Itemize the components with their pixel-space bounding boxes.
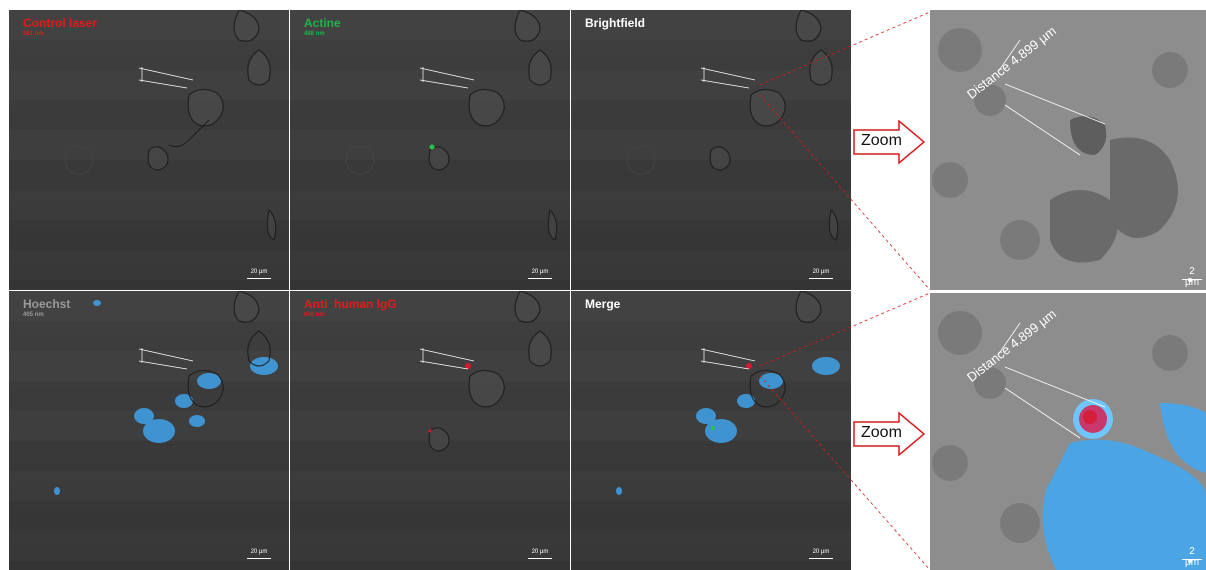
scalebar-label: 2 µm bbox=[1184, 546, 1200, 568]
zoomed-cell-image bbox=[930, 293, 1206, 570]
zoom-label: Zoom bbox=[861, 424, 902, 441]
scalebar: 2 µm bbox=[1182, 266, 1202, 288]
scalebar-label: 20 µm bbox=[531, 269, 549, 275]
panel-anti-human-igg: Anti human IgG 640 nm 20 µm bbox=[290, 291, 570, 570]
scalebar: 20 µm bbox=[528, 549, 552, 559]
cell-cluster-image bbox=[64, 10, 277, 241]
channel-title: Merge bbox=[585, 297, 621, 311]
zoom-label: Zoom bbox=[861, 132, 902, 149]
channel-wavelength: 640 nm bbox=[304, 312, 325, 318]
channel-title: Brightfield bbox=[585, 16, 645, 30]
panel-control-laser: Control laser 561 nm 20 µm bbox=[9, 10, 289, 290]
scalebar: 20 µm bbox=[528, 269, 552, 279]
scalebar: 20 µm bbox=[247, 549, 271, 559]
scalebar-label: 20 µm bbox=[812, 269, 830, 275]
scalebar-label: 2 µm bbox=[1184, 266, 1200, 288]
channel-title: Anti human IgG bbox=[304, 297, 397, 311]
scalebar: 2 µm bbox=[1182, 546, 1202, 568]
panel-hoechst: Hoechst 405 nm 20 µm bbox=[9, 291, 289, 570]
zoom-panel-merge: Distance 4.899 µm 2 µm bbox=[930, 293, 1206, 570]
zoom-arrow-bottom: Zoom bbox=[853, 411, 926, 457]
scalebar-label: 20 µm bbox=[250, 269, 268, 275]
scalebar-label: 20 µm bbox=[812, 549, 830, 555]
zoom-panel-brightfield: Distance 4.899 µm 2 µm bbox=[930, 10, 1206, 290]
zoomed-cell-image bbox=[930, 10, 1206, 290]
cell-cluster-image bbox=[419, 291, 552, 452]
channel-title: Control laser bbox=[23, 16, 98, 30]
channel-wavelength: 561 nm bbox=[23, 31, 44, 37]
panel-merge: Merge 20 µm bbox=[571, 291, 851, 570]
cell-cluster-image bbox=[345, 10, 558, 241]
panel-actine: Actine 488 nm 20 µm bbox=[290, 10, 570, 290]
zoom-arrow-top: Zoom bbox=[853, 119, 926, 165]
panel-brightfield: Brightfield 20 µm bbox=[571, 10, 851, 290]
scalebar-label: 20 µm bbox=[531, 549, 549, 555]
channel-wavelength: 488 nm bbox=[304, 31, 325, 37]
cell-cluster-image bbox=[616, 291, 840, 495]
cell-cluster-image bbox=[54, 291, 278, 495]
scalebar: 20 µm bbox=[809, 549, 833, 559]
scalebar-label: 20 µm bbox=[250, 549, 268, 555]
channel-wavelength: 405 nm bbox=[23, 312, 44, 318]
scalebar: 20 µm bbox=[809, 269, 833, 279]
cell-cluster-image bbox=[626, 10, 839, 241]
scalebar: 20 µm bbox=[247, 269, 271, 279]
channel-title: Actine bbox=[304, 16, 341, 30]
channel-title: Hoechst bbox=[23, 297, 71, 311]
